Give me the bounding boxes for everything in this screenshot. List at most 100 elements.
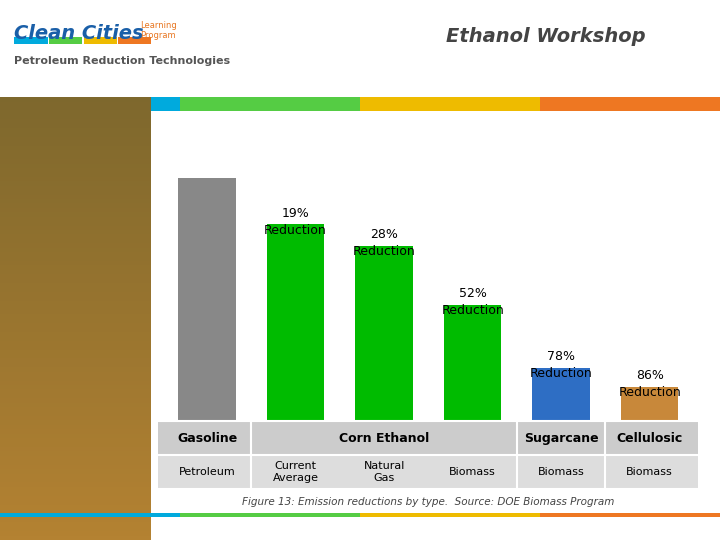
Text: Natural
Gas: Natural Gas bbox=[364, 461, 405, 483]
Bar bbox=[14, 37, 48, 44]
Bar bbox=[0, 244, 151, 248]
Bar bbox=[0, 456, 151, 460]
Text: Biomass: Biomass bbox=[626, 467, 673, 477]
Bar bbox=[532, 368, 590, 421]
Bar bbox=[0, 411, 151, 416]
Bar bbox=[0, 133, 151, 137]
Bar bbox=[0, 447, 151, 451]
Bar bbox=[0, 372, 151, 376]
Text: Reduction: Reduction bbox=[264, 224, 327, 237]
Bar bbox=[0, 226, 151, 230]
Bar bbox=[0, 514, 151, 518]
Text: Sugarcane: Sugarcane bbox=[524, 431, 598, 445]
Bar bbox=[540, 513, 720, 517]
Bar bbox=[0, 150, 151, 155]
Text: Cellulosic: Cellulosic bbox=[616, 431, 683, 445]
Bar bbox=[0, 119, 151, 124]
Text: Corn Ethanol: Corn Ethanol bbox=[339, 431, 429, 445]
Text: 19%: 19% bbox=[282, 206, 310, 220]
Bar bbox=[0, 407, 151, 411]
Bar bbox=[0, 531, 151, 536]
Bar bbox=[0, 354, 151, 359]
Bar bbox=[0, 301, 151, 305]
Bar bbox=[360, 513, 540, 517]
Bar bbox=[0, 288, 151, 292]
Text: 78%: 78% bbox=[547, 350, 575, 363]
Bar bbox=[0, 177, 151, 181]
Bar bbox=[0, 141, 151, 146]
Text: Biomass: Biomass bbox=[538, 467, 585, 477]
Bar bbox=[0, 469, 151, 474]
Bar bbox=[0, 438, 151, 443]
Bar bbox=[0, 106, 151, 111]
Bar bbox=[0, 137, 151, 141]
Bar bbox=[0, 199, 151, 204]
Text: Gasoline: Gasoline bbox=[177, 431, 237, 445]
Text: 28%: 28% bbox=[370, 228, 398, 241]
Bar bbox=[0, 221, 151, 226]
Bar bbox=[84, 37, 117, 44]
Bar bbox=[0, 168, 151, 172]
Bar bbox=[0, 474, 151, 478]
Bar bbox=[0, 349, 151, 354]
Bar bbox=[0, 279, 151, 283]
Bar bbox=[450, 97, 540, 111]
Bar bbox=[90, 97, 180, 111]
Bar bbox=[0, 310, 151, 314]
Bar bbox=[0, 155, 151, 159]
Bar bbox=[0, 256, 151, 261]
Bar bbox=[158, 421, 698, 455]
Bar bbox=[0, 204, 151, 208]
Bar bbox=[0, 367, 151, 372]
Bar bbox=[0, 270, 151, 274]
Bar bbox=[0, 111, 151, 115]
Text: Reduction: Reduction bbox=[353, 245, 415, 259]
Bar bbox=[0, 491, 151, 496]
Bar bbox=[0, 399, 151, 403]
Bar bbox=[270, 97, 360, 111]
Bar bbox=[0, 97, 151, 102]
Text: Learning
Program: Learning Program bbox=[140, 22, 177, 40]
Bar bbox=[0, 518, 151, 522]
Bar bbox=[0, 526, 151, 531]
Bar bbox=[0, 314, 151, 319]
Bar bbox=[267, 225, 325, 421]
Bar bbox=[0, 252, 151, 256]
Bar bbox=[0, 332, 151, 336]
Bar bbox=[0, 465, 151, 469]
Bar bbox=[0, 164, 151, 168]
Text: Current
Average: Current Average bbox=[273, 461, 319, 483]
Bar bbox=[0, 319, 151, 323]
Bar bbox=[621, 387, 678, 421]
Bar bbox=[540, 97, 630, 111]
Bar bbox=[0, 186, 151, 190]
Bar bbox=[0, 394, 151, 399]
Bar bbox=[0, 217, 151, 221]
Bar bbox=[0, 194, 151, 199]
Bar bbox=[0, 336, 151, 341]
Bar bbox=[0, 172, 151, 177]
Bar bbox=[0, 429, 151, 434]
Bar bbox=[0, 283, 151, 288]
Bar bbox=[0, 403, 151, 407]
Bar bbox=[180, 97, 270, 111]
Bar bbox=[0, 305, 151, 310]
Bar bbox=[0, 296, 151, 301]
Bar bbox=[0, 274, 151, 279]
Bar bbox=[118, 37, 151, 44]
Bar bbox=[0, 128, 151, 133]
Bar bbox=[0, 181, 151, 186]
Bar bbox=[360, 97, 450, 111]
Bar bbox=[356, 246, 413, 421]
Bar bbox=[0, 376, 151, 381]
Bar bbox=[0, 443, 151, 447]
Bar bbox=[179, 178, 236, 421]
Bar bbox=[0, 487, 151, 491]
Text: Reduction: Reduction bbox=[618, 386, 681, 400]
Bar bbox=[0, 385, 151, 389]
Bar bbox=[0, 522, 151, 526]
Text: Biomass: Biomass bbox=[449, 467, 496, 477]
Bar bbox=[0, 478, 151, 482]
Bar bbox=[630, 97, 720, 111]
Bar bbox=[0, 460, 151, 465]
